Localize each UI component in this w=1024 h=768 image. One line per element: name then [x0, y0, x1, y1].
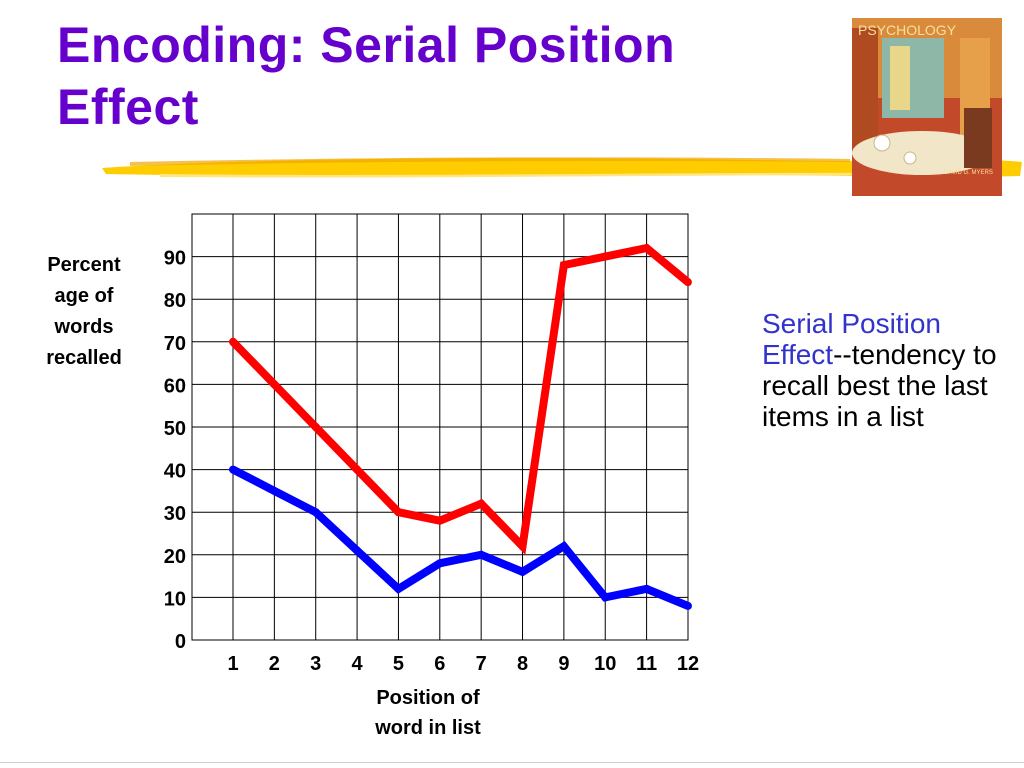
- x-tick-label: 9: [558, 653, 569, 675]
- series-1-point: [477, 499, 486, 508]
- chart-series: [229, 243, 692, 610]
- x-tick-label: 12: [677, 653, 699, 675]
- x-tick-label: 6: [434, 653, 445, 675]
- slide-title: Encoding: Serial Position Effect: [57, 14, 847, 138]
- highlight-stroke-dark: [130, 157, 850, 166]
- psychology-book-cover: PSYCHOLOGY DAVID G. MYERS: [852, 18, 1002, 196]
- series-1-point: [601, 252, 610, 261]
- y-tick-label: 0: [175, 631, 186, 653]
- series-2-point: [601, 593, 610, 602]
- series-2-point: [311, 508, 320, 517]
- y-tick-label: 30: [164, 503, 186, 525]
- series-1-point: [311, 423, 320, 431]
- slide-title-line-1: Encoding: Serial Position: [57, 17, 676, 73]
- chart-grid: [191, 213, 689, 641]
- definition-term-line-2: Effect: [762, 339, 834, 370]
- x-tick-label: 10: [594, 653, 616, 675]
- series-1-point: [518, 542, 527, 551]
- x-tick-label: 5: [393, 653, 404, 675]
- series-1-point: [683, 278, 692, 287]
- y-axis-label-line-3: words: [54, 316, 114, 338]
- series-1-point: [394, 508, 403, 517]
- definition-body: --tendency to recall best the last items…: [762, 339, 997, 432]
- series-2-point: [683, 601, 692, 610]
- series-2-point: [559, 542, 568, 551]
- definition-term-line-1: Serial Position: [762, 308, 941, 339]
- series-2-point: [642, 584, 651, 593]
- x-axis-label-line-2: word in list: [374, 717, 481, 739]
- y-axis-label-line-1: Percent: [47, 254, 121, 276]
- x-tick-label: 1: [227, 653, 238, 675]
- y-tick-label: 90: [164, 248, 186, 270]
- book-cover-label: PSYCHOLOGY: [858, 22, 957, 38]
- series-2-point: [518, 567, 527, 576]
- y-tick-label: 60: [164, 375, 186, 397]
- highlight-stroke: [102, 158, 1022, 177]
- series-1-point: [353, 465, 362, 474]
- book-cover-plate: [873, 134, 891, 152]
- x-axis-label-line-1: Position of: [376, 687, 480, 709]
- series-2-point: [353, 546, 362, 555]
- definition-text: Serial Position Effect--tendency to reca…: [762, 308, 1017, 432]
- slide-title-line-2: Effect: [57, 79, 199, 135]
- x-tick-label: 4: [352, 653, 364, 675]
- series-1-point: [229, 337, 237, 346]
- x-tick-label: 2: [269, 653, 280, 675]
- series-line-1: [230, 243, 691, 555]
- y-tick-label: 10: [164, 588, 186, 610]
- series-2-point: [229, 465, 237, 474]
- series-line-2: [231, 466, 690, 610]
- x-tick-label: 8: [517, 653, 528, 675]
- y-tick-label: 80: [164, 290, 186, 312]
- y-axis-label-line-4: recalled: [46, 347, 122, 369]
- book-cover-window-light: [890, 46, 910, 110]
- series-1-point: [270, 380, 279, 389]
- series-2-point: [435, 559, 444, 568]
- x-tick-label: 3: [310, 653, 321, 675]
- book-cover-chair: [964, 108, 992, 168]
- series-1-point: [642, 244, 651, 253]
- y-tick-label: 70: [164, 333, 186, 355]
- book-cover-shutter: [852, 28, 878, 148]
- series-1-point: [435, 516, 444, 525]
- bottom-rule: [0, 762, 1024, 763]
- book-cover-cup: [903, 151, 917, 165]
- y-tick-label: 20: [164, 546, 186, 568]
- series-2-point: [270, 486, 279, 495]
- highlight-stroke-light: [160, 172, 900, 178]
- book-cover-author: DAVID G. MYERS: [944, 170, 993, 176]
- y-tick-label: 40: [164, 461, 186, 483]
- series-2-point: [477, 550, 486, 559]
- x-tick-label: 7: [476, 653, 487, 675]
- title-highlight-swoosh: [102, 157, 1022, 178]
- series-2-point: [394, 584, 403, 593]
- series-1-point: [559, 261, 568, 270]
- x-tick-label: 11: [636, 653, 657, 675]
- y-tick-label: 50: [164, 418, 186, 440]
- y-axis-label-line-2: age of: [55, 285, 114, 307]
